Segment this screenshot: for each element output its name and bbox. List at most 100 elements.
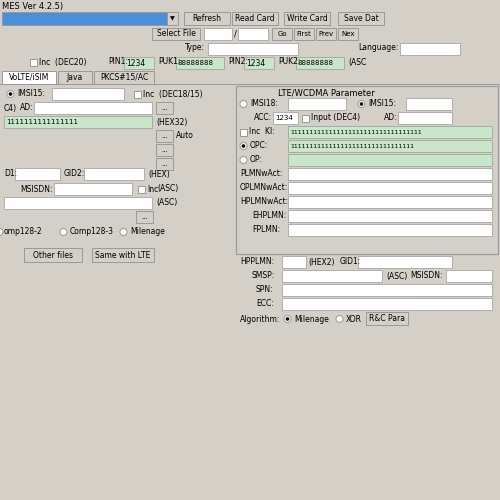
Text: First: First — [296, 31, 312, 37]
Circle shape — [7, 90, 14, 98]
Bar — [288, 98, 346, 110]
Text: FPLMN:: FPLMN: — [252, 226, 280, 234]
Bar — [94, 71, 154, 84]
Text: ▼: ▼ — [170, 16, 174, 21]
Bar — [244, 57, 274, 69]
Circle shape — [358, 100, 365, 107]
Text: Go: Go — [277, 31, 287, 37]
Bar — [338, 12, 384, 25]
Bar — [30, 58, 37, 66]
Circle shape — [336, 316, 343, 322]
Bar — [184, 12, 230, 25]
Bar — [358, 256, 452, 268]
Text: ...: ... — [141, 214, 148, 220]
Bar — [288, 126, 492, 138]
Text: AD:: AD: — [384, 114, 398, 122]
Bar — [288, 224, 492, 236]
Bar — [124, 57, 154, 69]
Bar — [208, 43, 298, 55]
Text: Milenage: Milenage — [294, 314, 329, 324]
Bar — [4, 197, 152, 209]
Text: 1234: 1234 — [275, 115, 293, 121]
Circle shape — [240, 142, 247, 150]
Bar — [24, 248, 82, 262]
Bar — [446, 270, 492, 282]
Bar — [4, 116, 152, 128]
Bar — [288, 196, 492, 208]
Bar — [398, 112, 452, 124]
Text: VoLTE/iSIM: VoLTE/iSIM — [9, 73, 49, 82]
Bar — [338, 28, 358, 40]
Text: Auto: Auto — [176, 132, 194, 140]
Bar — [52, 88, 124, 100]
Text: XOR: XOR — [346, 314, 362, 324]
Text: AD:: AD: — [20, 104, 34, 112]
Circle shape — [0, 228, 3, 235]
Text: Comp128-3: Comp128-3 — [70, 228, 114, 236]
Text: D1:: D1: — [4, 170, 17, 178]
Bar — [296, 57, 344, 69]
Bar — [288, 182, 492, 194]
Bar — [152, 28, 200, 40]
Text: Java: Java — [67, 73, 83, 82]
Bar — [15, 168, 60, 180]
Bar — [232, 12, 278, 25]
Text: GID1:: GID1: — [340, 258, 361, 266]
Text: Inc  (DEC18/15): Inc (DEC18/15) — [143, 90, 203, 98]
Circle shape — [284, 316, 291, 322]
Text: Language:: Language: — [358, 44, 399, 52]
Text: Read Card: Read Card — [235, 14, 275, 23]
Text: 88888888: 88888888 — [298, 60, 334, 66]
Text: (HEX): (HEX) — [148, 170, 170, 178]
Text: MSISDN:: MSISDN: — [20, 184, 52, 194]
Text: HPLMNwAct:: HPLMNwAct: — [240, 198, 288, 206]
Text: omp128-2: omp128-2 — [4, 228, 43, 236]
Circle shape — [8, 92, 12, 96]
Bar — [176, 57, 224, 69]
Bar — [282, 298, 492, 310]
Text: Write Card: Write Card — [286, 14, 328, 23]
Text: SPN:: SPN: — [256, 286, 274, 294]
Bar — [204, 28, 232, 40]
Text: 1234: 1234 — [246, 58, 265, 68]
Text: C4): C4) — [4, 104, 17, 112]
Bar — [134, 90, 141, 98]
Bar — [238, 28, 268, 40]
Circle shape — [286, 317, 290, 321]
Text: PIN2:: PIN2: — [228, 58, 248, 66]
Bar — [240, 128, 247, 136]
Bar — [406, 98, 452, 110]
Bar — [156, 102, 173, 114]
Text: Inc  (DEC20): Inc (DEC20) — [39, 58, 86, 66]
Bar — [284, 12, 330, 25]
Text: R&C Para: R&C Para — [369, 314, 405, 323]
Bar — [282, 284, 492, 296]
Text: IMSI18:: IMSI18: — [250, 100, 278, 108]
Text: 1234: 1234 — [126, 58, 145, 68]
Text: OP:: OP: — [250, 156, 263, 164]
Text: HPPLMN:: HPPLMN: — [240, 258, 274, 266]
Bar — [167, 12, 178, 25]
Text: Save Dat: Save Dat — [344, 14, 378, 23]
Text: PLMNwAct:: PLMNwAct: — [240, 170, 282, 178]
Text: PKCS#15/AC: PKCS#15/AC — [100, 73, 148, 82]
Text: 1111111111111111: 1111111111111111 — [6, 119, 78, 125]
Text: Inc: Inc — [147, 184, 158, 194]
Bar — [282, 270, 382, 282]
Bar — [2, 71, 56, 84]
Circle shape — [240, 156, 247, 164]
Text: ECC:: ECC: — [256, 300, 274, 308]
Bar — [294, 28, 314, 40]
Text: IMSI15:: IMSI15: — [17, 90, 45, 98]
Bar — [302, 114, 309, 121]
Text: Type:: Type: — [185, 44, 205, 52]
Text: EHPLMN:: EHPLMN: — [252, 212, 286, 220]
Text: OPC:: OPC: — [250, 142, 268, 150]
Text: SMSP:: SMSP: — [252, 272, 275, 280]
Bar — [400, 43, 460, 55]
Text: ...: ... — [161, 133, 168, 139]
Bar — [272, 28, 292, 40]
Bar — [288, 154, 492, 166]
Bar — [366, 312, 408, 325]
Bar — [138, 186, 145, 192]
